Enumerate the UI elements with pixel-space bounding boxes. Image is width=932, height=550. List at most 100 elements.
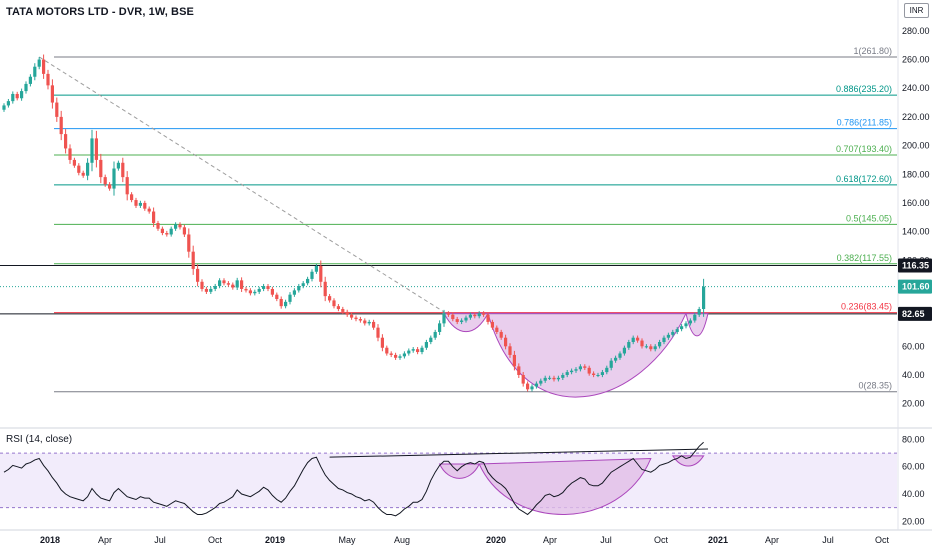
candle-body bbox=[191, 251, 195, 269]
price-label-box bbox=[898, 306, 932, 321]
candle-body bbox=[477, 313, 481, 317]
candle-body bbox=[310, 271, 314, 279]
time-tick-label: Jul bbox=[154, 535, 166, 545]
candle-body bbox=[420, 347, 424, 353]
candle-body bbox=[323, 281, 327, 297]
candle-body bbox=[200, 281, 204, 289]
fib-level-label: 0.618(172.60) bbox=[836, 174, 892, 184]
price-label-text: 101.60 bbox=[902, 282, 930, 292]
candle-body bbox=[160, 228, 164, 234]
candle-body bbox=[411, 349, 415, 351]
time-tick-label: Aug bbox=[394, 535, 410, 545]
candle-body bbox=[112, 168, 116, 189]
candle-body bbox=[204, 288, 208, 292]
time-tick-label: Oct bbox=[875, 535, 890, 545]
candle-body bbox=[284, 301, 288, 307]
candle-body bbox=[138, 202, 142, 206]
candle-body bbox=[464, 317, 468, 321]
fib-level-label: 0.5(145.05) bbox=[846, 213, 892, 223]
candle-body bbox=[235, 280, 239, 288]
drawings bbox=[0, 56, 897, 398]
time-tick-label: 2018 bbox=[40, 535, 60, 545]
candle-body bbox=[37, 59, 41, 67]
candle-body bbox=[182, 227, 186, 235]
fib-level-label: 0(28.35) bbox=[858, 381, 892, 391]
price-tick-label: 20.00 bbox=[902, 399, 925, 409]
candle-body bbox=[288, 294, 292, 302]
candle-body bbox=[55, 102, 59, 117]
candle-body bbox=[605, 367, 609, 373]
time-tick-label: May bbox=[338, 535, 356, 545]
candle-body bbox=[372, 321, 376, 328]
candle-body bbox=[336, 306, 340, 310]
candle-body bbox=[671, 331, 675, 335]
candle-body bbox=[473, 314, 477, 317]
candle-body bbox=[94, 138, 98, 160]
cup-shape bbox=[487, 312, 687, 398]
time-tick-label: Oct bbox=[654, 535, 669, 545]
candle-body bbox=[684, 323, 688, 327]
fib-level-label: 0.382(117.55) bbox=[837, 253, 892, 263]
candle-body bbox=[81, 172, 85, 176]
candle-body bbox=[103, 177, 107, 185]
downtrend-line bbox=[38, 56, 449, 316]
candle-body bbox=[561, 374, 565, 378]
candle-body bbox=[345, 311, 349, 315]
price-tick-label: 220.00 bbox=[902, 112, 930, 122]
candle-body bbox=[64, 134, 68, 149]
candle-body bbox=[196, 268, 200, 282]
price-tick-label: 240.00 bbox=[902, 83, 930, 93]
currency-button[interactable]: INR bbox=[904, 3, 929, 18]
candle-body bbox=[262, 286, 266, 289]
price-tick-label: 200.00 bbox=[902, 141, 930, 151]
candle-body bbox=[596, 374, 600, 376]
candle-body bbox=[512, 354, 516, 367]
candle-body bbox=[614, 357, 618, 361]
candle-body bbox=[50, 85, 54, 103]
candle-body bbox=[622, 347, 626, 354]
rsi-pane bbox=[0, 441, 897, 517]
candle-body bbox=[222, 280, 226, 284]
candle-body bbox=[99, 159, 103, 178]
candle-body bbox=[627, 342, 631, 348]
candle-body bbox=[20, 91, 24, 99]
candle-body bbox=[644, 346, 648, 348]
candle-body bbox=[275, 294, 279, 299]
candle-body bbox=[543, 377, 547, 381]
time-tick-label: Jul bbox=[822, 535, 834, 545]
candle-body bbox=[653, 346, 657, 350]
candle-body bbox=[257, 288, 261, 292]
candle-body bbox=[147, 208, 151, 212]
candle-body bbox=[455, 319, 459, 322]
price-label-box bbox=[898, 279, 932, 294]
rsi-cup-shape bbox=[478, 458, 652, 515]
candle-body bbox=[433, 331, 437, 338]
time-tick-label: Oct bbox=[208, 535, 223, 545]
rsi-right-handle-shape bbox=[671, 455, 705, 467]
candle-body bbox=[77, 165, 81, 173]
candle-body bbox=[15, 93, 19, 99]
candle-body bbox=[398, 356, 402, 358]
candle-body bbox=[416, 349, 420, 353]
candle-body bbox=[248, 290, 252, 294]
candle-body bbox=[460, 320, 464, 322]
fibonacci-levels: 1(261.80) 0.886(235.20) 0.786(211.85) 0.707… bbox=[54, 46, 897, 393]
rsi-tick-label: 80.00 bbox=[902, 434, 925, 444]
candle-body bbox=[389, 353, 393, 355]
candle-body bbox=[11, 93, 15, 102]
pane-separators bbox=[0, 0, 932, 531]
candle-body bbox=[244, 288, 248, 291]
candle-body bbox=[156, 223, 160, 229]
candle-body bbox=[24, 83, 28, 92]
candle-body bbox=[556, 377, 560, 380]
time-tick-label: Apr bbox=[98, 535, 112, 545]
candle-body bbox=[394, 354, 398, 358]
candle-body bbox=[90, 138, 94, 163]
candle-body bbox=[565, 372, 569, 375]
candle-body bbox=[609, 360, 613, 368]
candle-body bbox=[658, 342, 662, 347]
candle-body bbox=[521, 374, 525, 384]
time-tick-label: 2020 bbox=[486, 535, 506, 545]
candle-body bbox=[570, 370, 574, 373]
